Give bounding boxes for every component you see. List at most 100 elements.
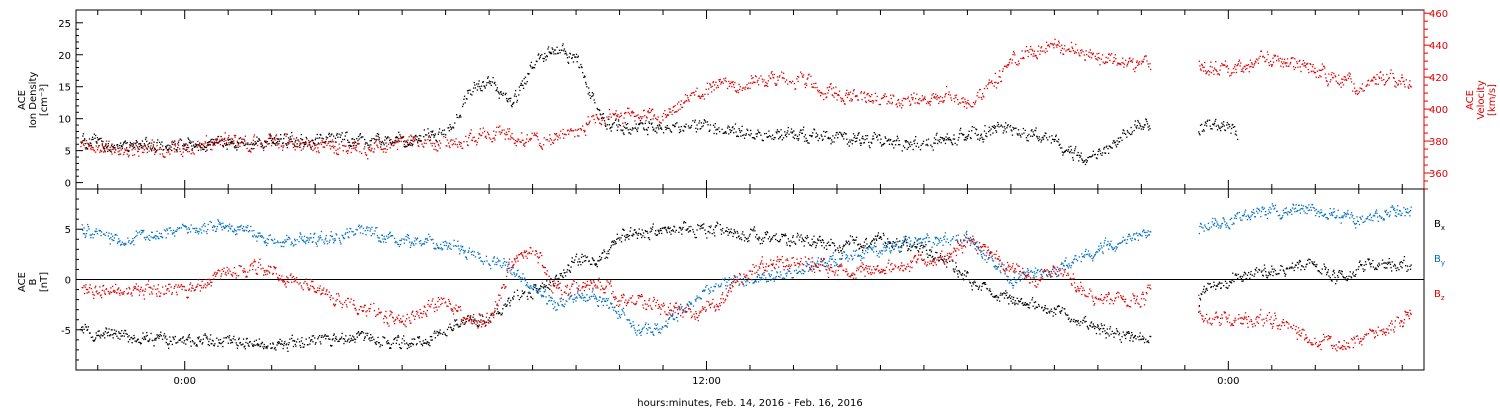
data-point bbox=[851, 236, 853, 238]
data-point bbox=[977, 288, 979, 290]
data-point bbox=[616, 124, 618, 126]
data-point bbox=[256, 343, 259, 345]
data-point bbox=[211, 339, 214, 341]
data-point bbox=[453, 325, 455, 327]
data-point bbox=[180, 153, 183, 155]
data-point bbox=[729, 83, 732, 85]
data-point bbox=[1384, 84, 1386, 86]
data-point bbox=[335, 336, 337, 338]
data-point bbox=[797, 234, 799, 236]
data-point bbox=[626, 236, 628, 238]
data-point bbox=[655, 117, 657, 119]
data-point bbox=[946, 139, 948, 141]
data-point bbox=[700, 128, 702, 130]
data-point bbox=[747, 129, 749, 132]
data-point bbox=[1018, 133, 1020, 135]
data-point bbox=[1003, 130, 1005, 132]
data-point bbox=[643, 109, 645, 111]
data-point bbox=[166, 149, 169, 151]
data-point bbox=[1244, 66, 1246, 68]
data-point bbox=[277, 144, 279, 146]
data-point bbox=[87, 148, 89, 150]
data-point bbox=[110, 334, 112, 336]
data-point bbox=[989, 129, 991, 132]
data-point bbox=[1014, 54, 1016, 56]
data-point bbox=[1362, 90, 1364, 92]
data-point bbox=[513, 295, 515, 297]
data-point bbox=[414, 136, 416, 138]
data-point bbox=[648, 122, 651, 124]
data-point bbox=[1318, 76, 1320, 79]
data-point bbox=[278, 342, 281, 344]
data-point bbox=[303, 343, 306, 346]
data-point bbox=[686, 100, 688, 102]
data-point bbox=[281, 142, 284, 145]
data-point bbox=[651, 122, 653, 124]
data-point bbox=[950, 141, 953, 143]
data-point bbox=[239, 145, 241, 147]
data-point bbox=[685, 123, 687, 125]
data-point bbox=[1307, 68, 1309, 71]
data-point bbox=[1202, 70, 1205, 72]
data-point bbox=[859, 139, 861, 141]
data-point bbox=[485, 135, 487, 137]
data-point bbox=[699, 228, 701, 230]
data-point bbox=[1029, 48, 1031, 51]
data-point bbox=[263, 348, 265, 350]
data-point bbox=[953, 270, 955, 272]
data-point bbox=[1003, 126, 1006, 128]
data-point bbox=[628, 132, 630, 134]
data-point bbox=[494, 84, 497, 86]
data-point bbox=[110, 145, 113, 147]
data-point bbox=[548, 283, 550, 286]
data-point bbox=[297, 139, 299, 141]
data-point bbox=[876, 136, 878, 138]
data-point bbox=[219, 342, 221, 344]
data-point bbox=[1078, 322, 1080, 324]
data-point bbox=[294, 343, 296, 346]
data-point bbox=[221, 139, 223, 142]
data-point bbox=[718, 127, 720, 129]
data-point bbox=[521, 132, 523, 134]
data-point bbox=[1038, 136, 1040, 138]
data-point bbox=[513, 291, 516, 293]
data-point bbox=[943, 137, 945, 140]
data-point bbox=[205, 150, 207, 153]
data-point bbox=[498, 97, 500, 99]
data-point bbox=[111, 329, 113, 331]
data-point bbox=[289, 136, 292, 138]
data-point bbox=[778, 138, 780, 140]
data-point bbox=[942, 101, 944, 104]
data-point bbox=[152, 339, 154, 342]
data-point bbox=[162, 155, 164, 157]
data-point bbox=[301, 337, 303, 339]
data-point bbox=[927, 138, 930, 140]
data-point bbox=[552, 141, 554, 144]
data-point bbox=[857, 244, 859, 246]
data-point bbox=[329, 140, 332, 143]
data-point bbox=[1261, 270, 1263, 272]
data-point bbox=[1084, 59, 1087, 61]
data-point bbox=[619, 124, 621, 127]
data-point bbox=[494, 81, 496, 84]
data-point bbox=[174, 143, 176, 145]
data-point bbox=[876, 95, 878, 98]
data-point bbox=[295, 345, 297, 347]
data-point bbox=[1231, 72, 1233, 74]
data-point bbox=[434, 145, 436, 147]
data-point bbox=[854, 239, 856, 241]
data-point bbox=[801, 73, 803, 75]
data-point bbox=[473, 320, 475, 322]
data-point bbox=[333, 334, 335, 336]
data-point bbox=[250, 142, 253, 144]
data-point bbox=[1294, 67, 1297, 69]
data-point bbox=[743, 234, 745, 236]
data-point bbox=[108, 140, 110, 142]
data-point bbox=[1410, 86, 1412, 88]
data-point bbox=[935, 93, 937, 95]
data-point bbox=[620, 114, 623, 117]
data-point bbox=[147, 146, 150, 148]
data-point bbox=[192, 141, 194, 143]
data-point bbox=[974, 132, 976, 135]
data-point bbox=[1116, 330, 1118, 332]
